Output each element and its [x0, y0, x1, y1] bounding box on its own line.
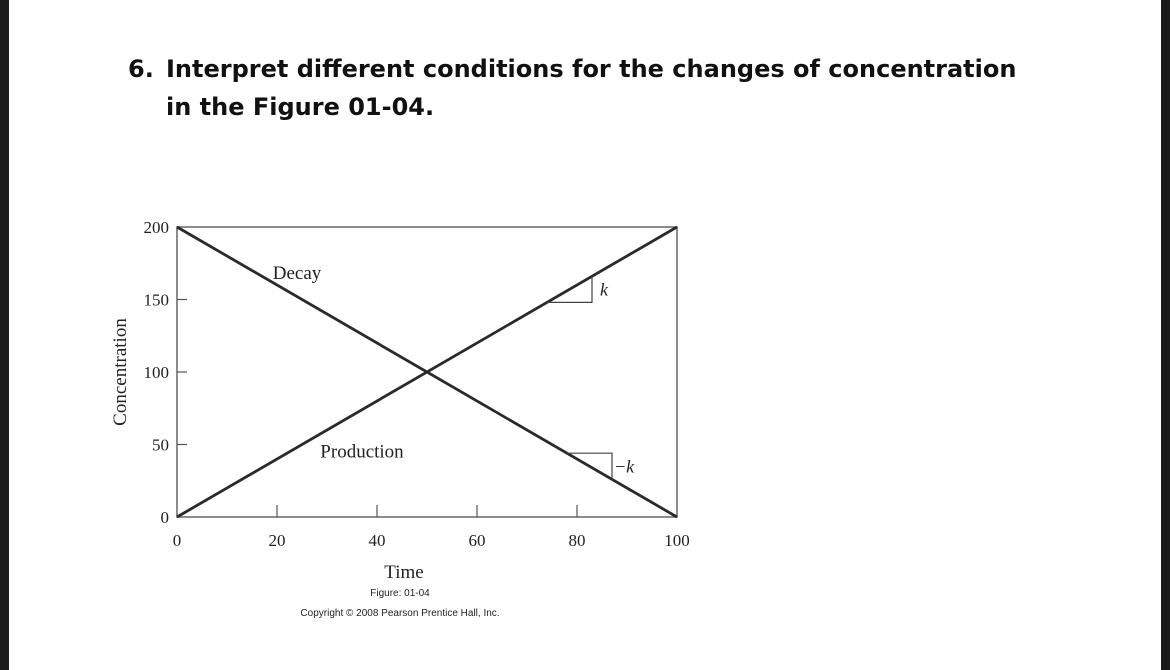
y-tick-label: 150: [144, 291, 170, 310]
x-tick-label: 40: [369, 531, 386, 550]
y-axis-label: Concentration: [110, 318, 131, 426]
slope-label-1: k: [600, 279, 609, 299]
series-label-decay: Decay: [273, 263, 322, 284]
figure-caption: Figure: 01-04: [370, 588, 430, 599]
question-number: 6.: [128, 55, 154, 83]
y-tick-label: 200: [144, 218, 170, 237]
slope-triangle-2: [567, 452, 613, 480]
copyright-caption: Copyright © 2008 Pearson Prentice Hall, …: [300, 608, 500, 619]
series-label-production: Production: [320, 442, 404, 463]
x-tick-label: 60: [469, 531, 486, 550]
y-tick-label: 50: [152, 436, 169, 455]
x-tick-label: 20: [269, 531, 286, 550]
slope-triangle-1: [547, 276, 593, 303]
question-text: Interpret different conditions for the c…: [166, 55, 1017, 121]
series-line-production: [176, 225, 678, 519]
slope-label-2: −k: [614, 456, 635, 476]
x-tick-label: 100: [664, 531, 690, 550]
x-axis-label: Time: [384, 562, 423, 583]
x-tick-label: 80: [569, 531, 586, 550]
y-tick-label: 100: [144, 363, 170, 382]
y-tick-label: 0: [161, 508, 170, 527]
left-frame-edge: [0, 0, 9, 670]
right-frame-edge: [1161, 0, 1170, 670]
x-tick-label: 0: [173, 531, 182, 550]
